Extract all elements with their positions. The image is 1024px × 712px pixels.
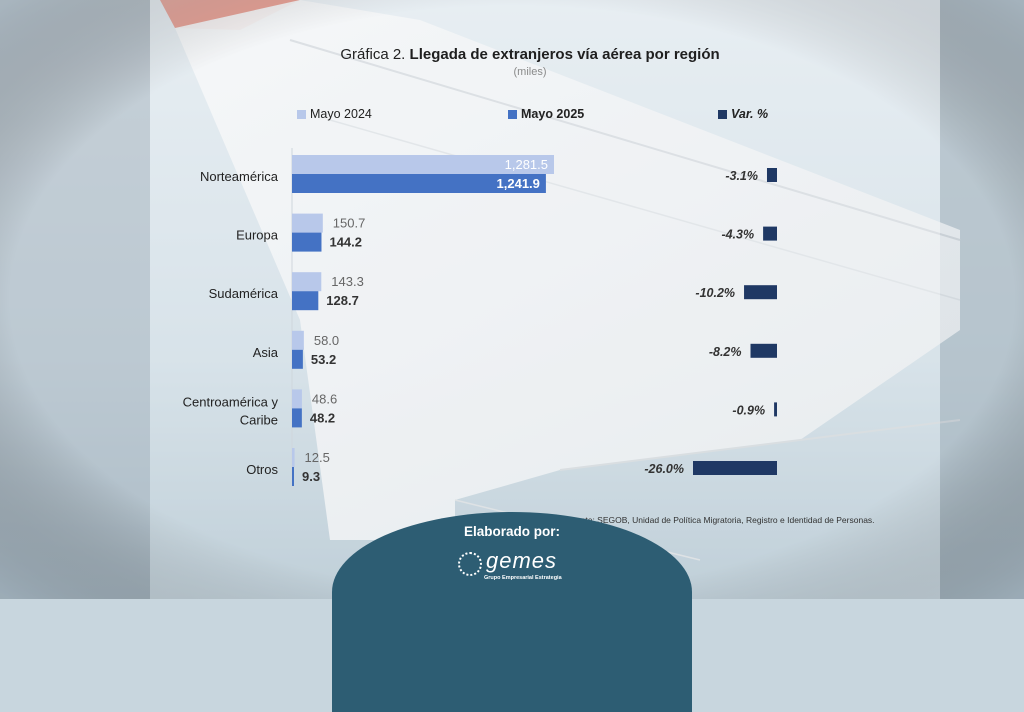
chart-subtitle: (miles): [513, 66, 547, 78]
credit-badge-title: Elaborado por:: [463, 524, 560, 539]
legend-swatch-mayo-2024: [297, 109, 306, 119]
bar-var-europa: [763, 226, 777, 241]
data-label-mayo-2025-otros: 9.3: [302, 469, 320, 484]
legend-item-mayo-2025: Mayo 2025: [508, 107, 584, 121]
category-label-centroamerica-y-caribe-0: Centroamérica y: [183, 394, 279, 409]
legend-label-mayo-2024: Mayo 2024: [310, 107, 372, 121]
legend-item-var: Var. %: [718, 107, 768, 121]
chart-plot-area: Norteamérica 1,281.5 1,241.9 -3.1% Europa 150…: [183, 148, 777, 490]
data-label-var-asia: -8.2%: [709, 345, 742, 359]
bar-mayo-2025-otros: [292, 467, 294, 486]
data-label-mayo-2025-asia: 53.2: [311, 352, 336, 367]
bar-mayo-2025-centroamerica-y-caribe: [292, 408, 302, 428]
category-label-norteamerica: Norteamérica: [200, 169, 279, 184]
data-label-mayo-2024-otros: 12.5: [305, 450, 330, 465]
category-label-europa: Europa: [236, 228, 279, 243]
credit-badge: [332, 512, 692, 712]
gemes-logo-tagline: Grupo Empresarial Estrategia: [484, 575, 562, 581]
bar-mayo-2024-norteamerica: [292, 155, 554, 174]
chart-title-main: Llegada de extranjeros vía aérea por reg…: [409, 46, 720, 63]
category-label-sudamerica: Sudamérica: [209, 286, 279, 301]
bar-mayo-2024-otros: [292, 448, 295, 467]
source-note: Fuente: SEGOB, Unidad de Política Migrat…: [566, 515, 875, 525]
chart-title-prefix: Gráfica 2.: [340, 46, 406, 63]
bar-var-sudamerica: [744, 285, 777, 300]
data-label-mayo-2024-europa: 150.7: [333, 216, 366, 231]
gemes-logo-icon: [458, 552, 482, 576]
data-label-var-centroamerica-y-caribe: -0.9%: [732, 403, 765, 417]
legend-swatch-var: [718, 109, 727, 119]
bar-mayo-2025-asia: [292, 349, 303, 369]
data-label-var-sudamerica: -10.2%: [695, 286, 735, 300]
category-label-asia: Asia: [253, 345, 279, 360]
category-label-centroamerica-y-caribe-1: Caribe: [240, 412, 278, 427]
legend-label-var: Var. %: [731, 107, 769, 121]
data-label-mayo-2024-asia: 58.0: [314, 333, 339, 348]
legend-swatch-mayo-2025: [508, 109, 517, 119]
category-label-otros: Otros: [246, 462, 278, 477]
bar-mayo-2025-norteamerica: [292, 174, 546, 193]
data-label-mayo-2025-sudamerica: 128.7: [326, 293, 359, 308]
bar-mayo-2024-asia: [292, 330, 304, 350]
bar-mayo-2025-sudamerica: [292, 291, 319, 311]
bar-mayo-2024-centroamerica-y-caribe: [292, 389, 302, 409]
background-airplane-wing: [0, 0, 1024, 599]
data-label-mayo-2024-centroamerica-y-caribe: 48.6: [312, 391, 337, 406]
bar-var-centroamerica-y-caribe: [774, 402, 777, 417]
legend-label-mayo-2025: Mayo 2025: [521, 107, 585, 121]
bar-var-otros: [693, 461, 777, 475]
bar-var-asia: [750, 343, 777, 358]
gemes-logo-wordmark: gemes: [486, 548, 558, 573]
bar-var-norteamerica: [766, 168, 777, 182]
data-label-var-europa: -4.3%: [721, 228, 754, 242]
bar-mayo-2024-sudamerica: [292, 272, 322, 292]
data-label-mayo-2025-centroamerica-y-caribe: 48.2: [310, 410, 335, 425]
bar-mayo-2025-europa: [292, 232, 322, 252]
data-label-mayo-2024-sudamerica: 143.3: [331, 274, 364, 289]
data-label-mayo-2025-europa: 144.2: [329, 235, 362, 250]
data-label-mayo-2025-norteamerica: 1,241.9: [497, 176, 540, 191]
data-label-var-norteamerica: -3.1%: [725, 169, 758, 183]
chart-title: Gráfica 2. Llegada de extranjeros vía aé…: [0, 46, 1024, 63]
data-label-var-otros: -26.0%: [644, 462, 684, 476]
bar-mayo-2024-europa: [292, 213, 323, 233]
legend-item-mayo-2024: Mayo 2024: [297, 107, 372, 121]
data-label-mayo-2024-norteamerica: 1,281.5: [505, 157, 548, 172]
